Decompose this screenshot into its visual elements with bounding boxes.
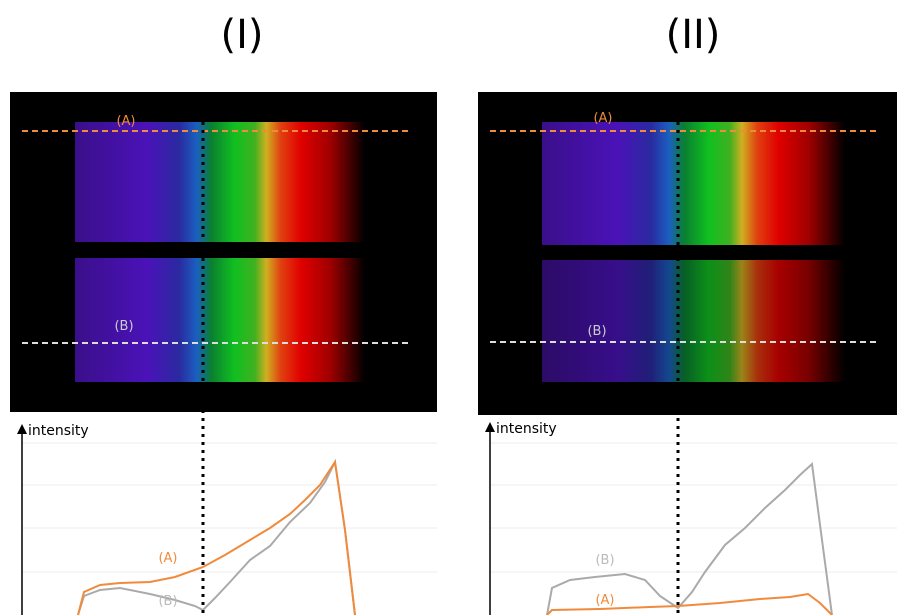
plot-label-b: (B) (158, 594, 177, 609)
spectrum-band (542, 260, 845, 382)
y-axis-label: intensity (28, 423, 89, 439)
plot-grid (22, 442, 437, 573)
label-b: (B) (114, 319, 133, 334)
spectrum-band (542, 122, 845, 245)
plot-label-a: (A) (158, 551, 177, 566)
panel-title: (II) (666, 12, 721, 58)
curve-a (77, 459, 356, 615)
plot-label-b: (B) (595, 553, 614, 568)
spectrum-band (75, 258, 365, 382)
curve-a (546, 592, 833, 615)
axis-arrow (17, 424, 27, 434)
axis-arrow (485, 422, 495, 432)
label-b: (B) (587, 324, 606, 339)
plot-grid (490, 442, 897, 573)
y-axis-label: intensity (496, 421, 557, 437)
spectrum-band (75, 122, 365, 242)
label-a: (A) (116, 114, 135, 129)
label-a: (A) (593, 111, 612, 126)
plot-label-a: (A) (595, 593, 614, 608)
curve-b (77, 458, 356, 615)
panel-title: (I) (220, 12, 263, 58)
curve-b (546, 461, 833, 615)
